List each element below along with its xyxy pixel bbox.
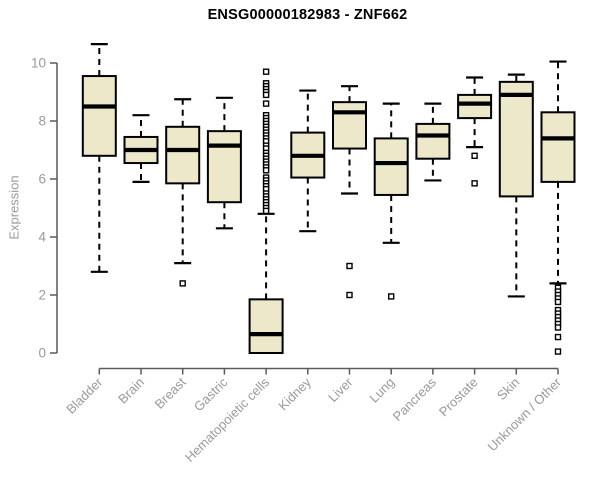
y-tick-label: 4	[38, 230, 46, 245]
y-tick-label: 10	[31, 56, 46, 71]
box-group-skin	[498, 73, 534, 298]
box-group-bladder	[81, 43, 117, 273]
x-tick-label-bladder: Bladder	[63, 374, 106, 417]
box-group-lung	[373, 102, 409, 300]
box-group-gastric	[206, 96, 242, 230]
box-group-breast	[165, 98, 201, 287]
iqr-box	[540, 111, 576, 183]
x-tick-label-prostate: Prostate	[436, 375, 481, 420]
outlier-point	[471, 152, 478, 160]
y-tick-label: 6	[38, 172, 46, 187]
outlier-point	[262, 207, 270, 215]
iqr-box	[332, 101, 367, 150]
iqr-box	[248, 298, 284, 355]
box-group-hematopoietic-cells	[248, 68, 284, 355]
outlier-point	[179, 280, 186, 287]
outlier-point	[554, 348, 562, 355]
outlier-point	[554, 298, 562, 306]
x-tick-label-gastric: Gastric	[191, 374, 231, 414]
outlier-point	[262, 91, 270, 99]
x-tick-label-brain: Brain	[115, 375, 147, 407]
outlier-point	[346, 262, 353, 270]
outlier-point	[471, 180, 478, 187]
iqr-box	[457, 93, 493, 120]
iqr-box	[498, 80, 534, 198]
outlier-point	[388, 293, 395, 300]
chart-title: ENSG00000182983 - ZNF662	[207, 7, 408, 23]
x-tick-label-skin: Skin	[494, 375, 522, 403]
box-group-brain	[123, 114, 159, 183]
y-axis: 0 2 4 6 8 10	[31, 56, 58, 361]
box-group-liver	[332, 85, 367, 299]
x-tick-label-pancreas: Pancreas	[390, 374, 440, 424]
outlier-point	[554, 333, 562, 341]
outlier-point	[554, 324, 562, 331]
x-tick-label-kidney: Kidney	[275, 374, 314, 413]
y-tick-label: 2	[38, 288, 46, 303]
iqr-box	[373, 137, 409, 196]
x-tick-label-unknown-other: Unknown / Other	[485, 374, 565, 454]
y-tick-label: 8	[38, 114, 46, 129]
x-tick-label-breast: Breast	[152, 374, 189, 411]
iqr-box	[81, 75, 117, 157]
outlier-point	[346, 291, 353, 299]
box-group-prostate	[457, 76, 493, 187]
iqr-box	[206, 130, 242, 204]
box-group-pancreas	[415, 102, 451, 182]
x-tick-label-liver: Liver	[325, 374, 356, 405]
x-tick-label-lung: Lung	[366, 375, 397, 406]
outlier-point	[262, 100, 270, 107]
box-group-unknown-other	[540, 60, 576, 355]
y-tick-label: 0	[38, 346, 46, 361]
iqr-box	[415, 122, 451, 160]
outlier-point	[262, 167, 270, 174]
outlier-point	[262, 68, 270, 75]
iqr-box	[165, 125, 201, 185]
box-group-kidney	[290, 89, 326, 233]
